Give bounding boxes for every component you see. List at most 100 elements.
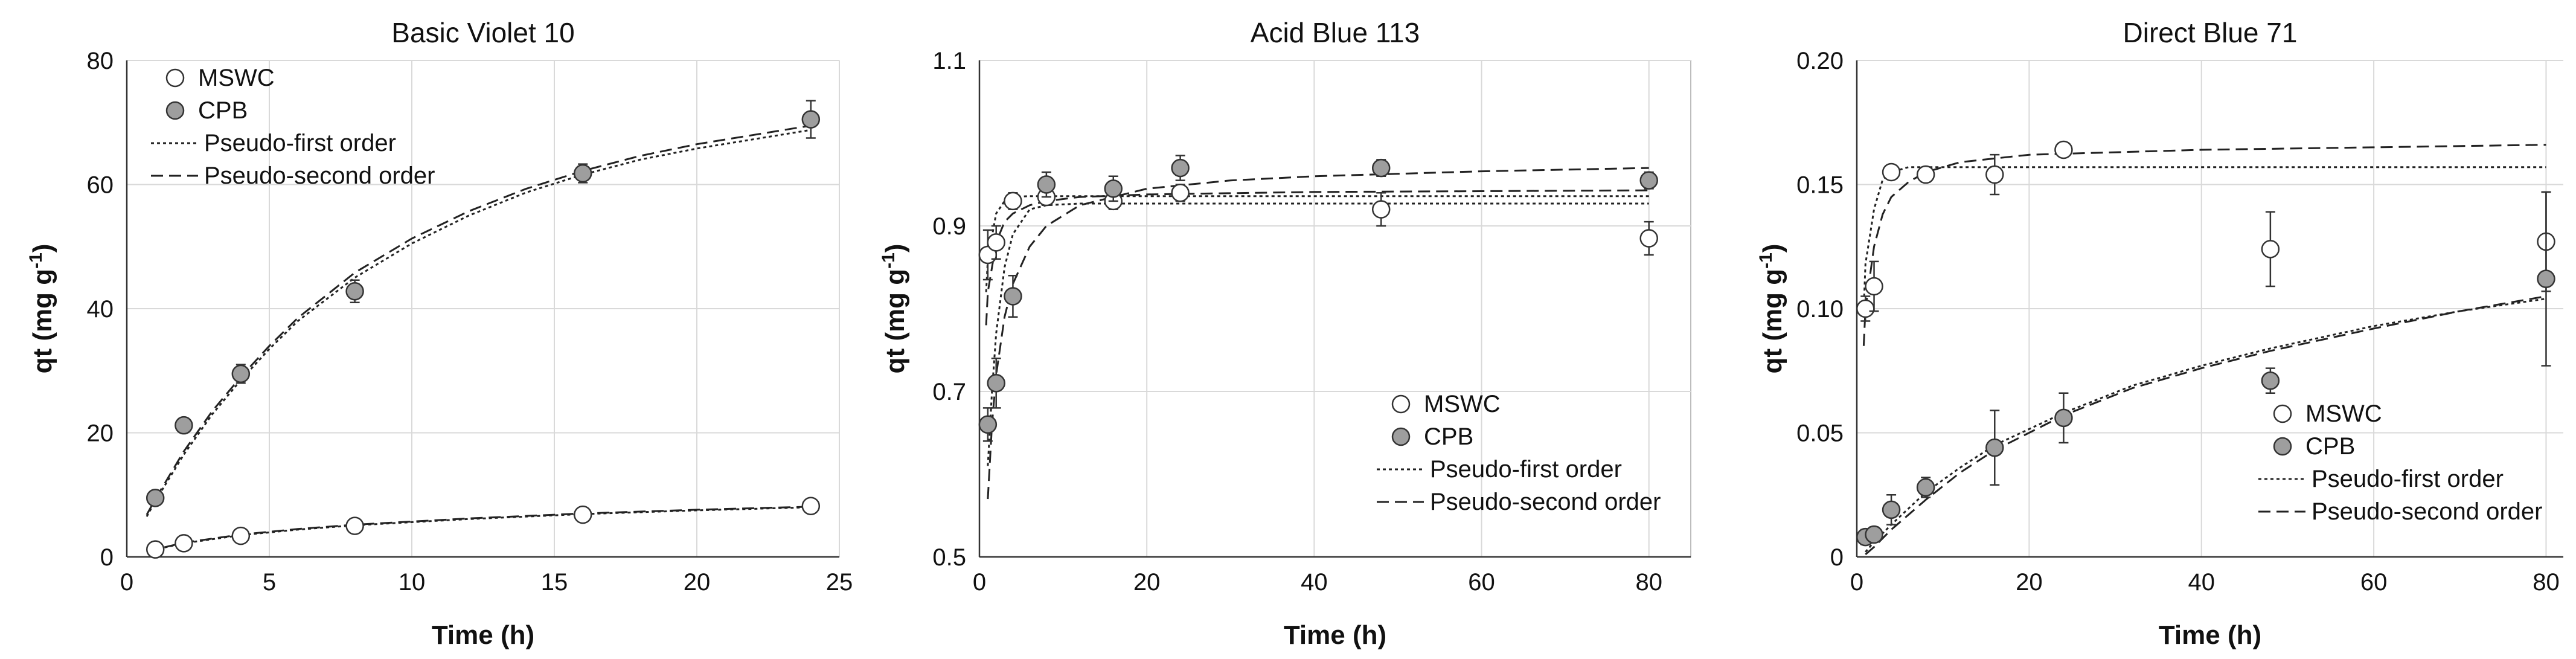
y-tick-label: 0.05 [1796,420,1844,447]
mswc-point [175,534,193,553]
y-tick-label: 0.20 [1796,48,1844,74]
fit-curves [1862,144,2546,556]
y-tick-label: 0.7 [932,379,966,405]
cpb-point [1104,179,1123,198]
y-tick-label: 80 [87,48,114,74]
mswc-point [1865,277,1883,296]
legend-cpb-label: CPB [198,97,248,124]
axes [126,60,839,558]
x-tick-label: 10 [399,569,426,596]
grid-lines [127,60,840,557]
y-tick-label: 0.9 [932,213,966,240]
x-tick-label: 20 [684,569,711,596]
cpb-point [2261,371,2280,390]
mswc-point [987,233,1005,252]
legend-cpb-label: CPB [2305,433,2355,460]
mswc-point [2261,240,2280,259]
y-tick-label: 0 [1830,544,1844,571]
y-axis-label: qt (mg g-1) [879,244,910,374]
legend-first-order-label: Pseudo-first order [2312,466,2504,492]
x-tick-label: 60 [1468,569,1495,596]
cpb-point [1985,438,2004,457]
tick-labels: 0 5 10 15 20 25 0 20 40 60 80 [87,48,853,596]
legend-mswc-marker [2273,404,2292,423]
mswc-point [1004,191,1022,211]
chart-title: Acid Blue 113 [1251,17,1420,48]
cpb-point [1371,158,1391,178]
x-axis-label: Time (h) [2159,620,2261,650]
legend-mswc-marker [1391,394,1411,414]
pseudo-second-order-curve [146,506,811,553]
mswc-point [1916,165,1935,184]
x-tick-label: 80 [1635,569,1662,596]
legend-mswc-label: MSWC [1424,391,1501,417]
x-tick-label: 20 [1133,569,1161,596]
fit-curves [146,124,812,553]
y-tick-label: 1.1 [932,48,966,74]
x-tick-label: 5 [263,569,276,596]
cpb-point [1004,287,1022,306]
legend-cpb-label: CPB [1424,423,1473,450]
cpb-point [2054,408,2073,428]
cpb-point [1037,175,1056,194]
pseudo-second-order-curve [146,124,812,515]
pseudo-second-order-curve [1862,144,2546,346]
grid-lines [979,60,1691,557]
legend: MSWC CPB Pseudo-first order Pseudo-secon… [2258,400,2542,525]
data-points [1856,140,2555,547]
x-tick-label: 80 [2533,569,2560,596]
pseudo-first-order-curve [146,129,812,517]
legend-first-order-label: Pseudo-first order [1430,456,1622,483]
cpb-point [2537,269,2555,288]
y-tick-label: 0.10 [1796,296,1844,323]
panel-acid-blue-113: Acid Blue 113 Time (h) qt (mg g-1) 0 20 40… [879,17,1691,650]
legend-mswc-label: MSWC [198,65,275,91]
legend-first-order-label: Pseudo-first order [204,130,396,156]
y-tick-label: 0.15 [1796,172,1844,199]
legend-cpb-marker [165,101,185,120]
mswc-point [1985,165,2004,184]
tick-labels: 0 20 40 60 80 0.5 0.7 0.9 1.1 [932,48,1662,596]
pseudo-first-order-curve [1862,166,2546,309]
legend-mswc-marker [165,68,185,88]
x-tick-label: 20 [2016,569,2043,596]
mswc-point [231,526,251,545]
y-tick-label: 60 [87,172,114,199]
mswc-point [1171,183,1190,202]
mswc-point [146,540,165,559]
data-points [978,155,1658,442]
cpb-point [801,110,821,129]
legend-second-order-label: Pseudo-second order [204,162,435,189]
axes [978,60,1691,558]
x-tick-label: 0 [973,569,986,596]
x-tick-label: 15 [541,569,568,596]
mswc-point [1856,299,1875,318]
x-tick-label: 0 [1850,569,1863,596]
cpb-point [573,164,592,183]
x-tick-label: 40 [2188,569,2215,596]
tick-labels: 0 20 40 60 80 0 0.05 0.10 0.15 0.20 [1796,48,2560,596]
legend: MSWC CPB Pseudo-first order Pseudo-secon… [1377,391,1661,515]
mswc-point [345,516,364,535]
y-tick-label: 20 [87,420,114,447]
cpb-point [345,281,364,301]
legend-second-order-label: Pseudo-second order [1430,489,1661,515]
cpb-point [1916,478,1935,497]
cpb-point [1171,158,1190,178]
legend-mswc-label: MSWC [2305,400,2382,427]
pseudo-first-order-curve [987,202,1649,466]
cpb-point [1639,171,1658,190]
x-tick-label: 60 [2360,569,2388,596]
cpb-point [1865,525,1883,544]
mswc-point [1639,229,1658,248]
legend-second-order-label: Pseudo-second order [2312,498,2542,525]
chart-title: Direct Blue 71 [2123,17,2298,48]
y-tick-label: 0 [100,544,114,571]
panel-basic-violet-10: Basic Violet 10 Time (h) qt (mg g-1) 0 5 1… [26,17,853,650]
pseudo-second-order-curve [985,189,1649,326]
panel-direct-blue-71: Direct Blue 71 Time (h) qt (mg g-1) 0 20 4… [1756,17,2563,650]
pseudo-first-order-curve [985,195,1649,292]
x-tick-label: 0 [120,569,133,596]
mswc-point [1371,200,1391,219]
